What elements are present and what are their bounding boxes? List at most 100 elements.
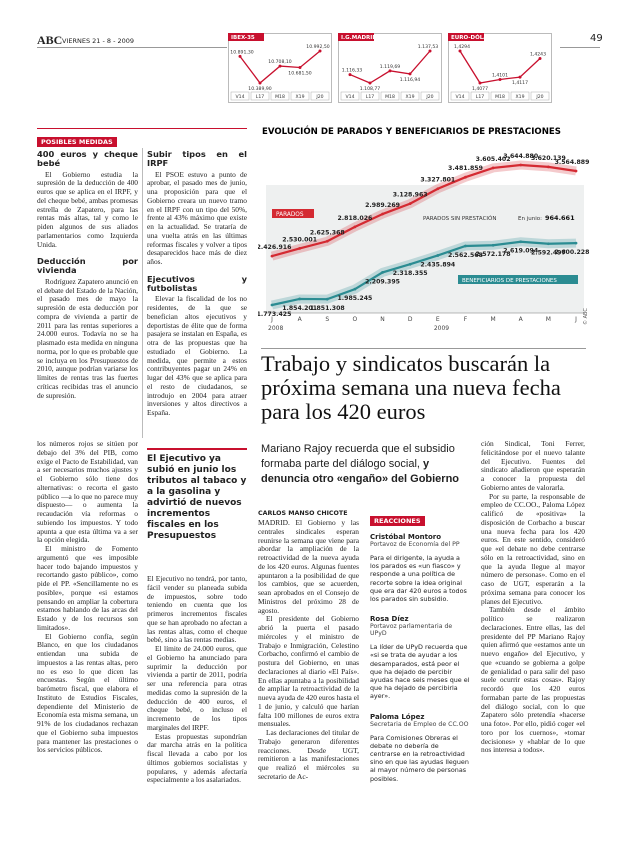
data-point bbox=[574, 169, 578, 173]
data-point bbox=[464, 244, 467, 248]
market-point bbox=[368, 81, 372, 85]
data-label: 2.989.269 bbox=[365, 202, 400, 209]
sidebar-column: 400 euros y cheque bebé El Gobierno estud… bbox=[37, 150, 138, 425]
reaction-name: Rosa Díez bbox=[370, 615, 409, 624]
series-name: PARADOS bbox=[276, 212, 304, 218]
headline: Trabajo y sindicatos buscarán la próxima… bbox=[261, 351, 561, 424]
data-label: 2.592.497 bbox=[531, 250, 566, 257]
market-chart: EURO-DÓLAR 1,4294 V14 1,4077 L17 1,4101 M18 1,4… bbox=[448, 33, 552, 103]
rule bbox=[560, 47, 600, 48]
paragraph: También desde el ámbito político se real… bbox=[481, 605, 585, 755]
day-label: V14 bbox=[456, 94, 465, 100]
data-point bbox=[298, 297, 302, 301]
market-point bbox=[518, 75, 522, 79]
day-box bbox=[420, 91, 440, 101]
article-column: los números rojos se sitúen por debajo d… bbox=[37, 440, 138, 820]
series-tag bbox=[272, 209, 314, 218]
market-value: 1.119,69 bbox=[380, 64, 401, 70]
day-label: L17 bbox=[476, 94, 484, 100]
series-tag bbox=[458, 275, 578, 284]
market-value: 10.389,90 bbox=[248, 86, 271, 92]
data-point bbox=[381, 212, 384, 216]
year-label: 2008 bbox=[268, 325, 283, 332]
sidebar-label-wrap: POSIBLES MEDIDAS bbox=[37, 129, 117, 148]
day-box bbox=[340, 91, 360, 101]
day-label: M18 bbox=[495, 94, 505, 100]
data-point bbox=[353, 287, 357, 291]
paragraph: Estas propuestas supondrían dar marcha a… bbox=[147, 731, 247, 785]
subhead-bold: y denuncia otro «engaño» del Gobierno bbox=[261, 458, 460, 485]
data-label: 3.644.880 bbox=[503, 153, 539, 160]
reaction-role: Portavoz de Economía del PP bbox=[370, 541, 460, 548]
data-label: 3.481.859 bbox=[448, 165, 483, 172]
reaction: Paloma López Secretaria de Empleo de CC.O… bbox=[370, 713, 470, 783]
paragraph: Por su parte, la responsable de empleo d… bbox=[481, 491, 585, 606]
day-label: X19 bbox=[516, 94, 525, 100]
day-box bbox=[510, 91, 530, 101]
date: VIERNES 21 - 8 - 2009 bbox=[62, 37, 135, 45]
paragraph: MADRID. El Gobierno y las centrales sind… bbox=[258, 519, 359, 615]
year-label: 2009 bbox=[434, 325, 449, 332]
x-tick-label: A bbox=[298, 316, 303, 323]
day-box bbox=[530, 91, 550, 101]
data-point bbox=[464, 175, 467, 179]
data-label: 2.818.026 bbox=[337, 215, 372, 222]
data-point bbox=[491, 166, 495, 170]
market-name: EURO-DÓLAR bbox=[451, 34, 493, 41]
market-chart: I.G.MADRID 1.116,33 V14 1.108,77 L17 1.119,69… bbox=[338, 33, 442, 103]
day-box bbox=[310, 91, 330, 101]
data-label: 1.773.425 bbox=[258, 311, 291, 318]
x-tick-label: M bbox=[546, 316, 551, 323]
highlight: El Ejecutivo ya subió en junio los tribu… bbox=[147, 454, 247, 541]
data-label: 2.426.916 bbox=[258, 244, 291, 251]
day-label: J20 bbox=[425, 94, 433, 100]
market-value: 1,4101 bbox=[492, 72, 508, 78]
market-value: 1.137,53 bbox=[418, 44, 439, 50]
market-value: 1,4294 bbox=[454, 44, 470, 50]
market-value: 10.681,50 bbox=[288, 71, 311, 77]
subhead: Mariano Rajoy recuerda que el subsidio f… bbox=[261, 442, 461, 487]
day-box bbox=[490, 91, 510, 101]
market-point bbox=[258, 81, 262, 85]
paragraph: El Gobierno confía, según Blanco, en que… bbox=[37, 631, 138, 755]
data-point bbox=[436, 187, 440, 191]
paragraph: Las declaraciones del titular de Trabajo… bbox=[258, 728, 359, 781]
data-point bbox=[519, 163, 523, 167]
day-box bbox=[230, 91, 250, 101]
section-title: Ejecutivos y futbolistas bbox=[147, 273, 247, 293]
market-value: 1.108,77 bbox=[360, 86, 381, 92]
chart: EVOLUCIÓN DE PARADOS Y BENEFICIARIOS DE … bbox=[258, 125, 589, 332]
reactions-label: REACCIONES bbox=[370, 516, 425, 526]
day-box bbox=[290, 91, 310, 101]
market-point bbox=[408, 72, 412, 76]
market-frame bbox=[338, 33, 442, 103]
data-point bbox=[270, 303, 274, 307]
day-box bbox=[450, 91, 470, 101]
market-value: 1.116,33 bbox=[342, 68, 363, 74]
market-point bbox=[348, 73, 352, 77]
reaction-text: Para el dirigente, la ayuda a los parado… bbox=[370, 554, 467, 604]
data-point bbox=[436, 254, 440, 257]
source: © ABC bbox=[582, 308, 589, 325]
subhead-text: Mariano Rajoy recuerda que el subsidio f… bbox=[261, 443, 455, 470]
x-tick-label: D bbox=[408, 316, 413, 323]
reaction-text: La líder de UPyD recuerda que «si se tra… bbox=[370, 643, 470, 701]
data-label: 1.851.308 bbox=[310, 305, 345, 312]
reaction-name: Paloma López bbox=[370, 712, 425, 721]
market-frame bbox=[448, 33, 552, 103]
market-point bbox=[458, 49, 462, 53]
x-tick-label: M bbox=[490, 316, 495, 323]
paragraph: los números rojos se sitúen por debajo d… bbox=[37, 440, 138, 545]
paragraph: ción Sindical, Toni Ferrer, felicitándos… bbox=[481, 440, 585, 492]
data-label: 2.619.094 bbox=[503, 248, 539, 255]
data-label: 2.318.355 bbox=[393, 270, 428, 277]
series-line bbox=[271, 163, 577, 258]
x-tick-label: S bbox=[325, 316, 329, 323]
x-tick-label: O bbox=[353, 316, 358, 323]
data-label: 2.625.368 bbox=[310, 229, 345, 236]
day-label: J20 bbox=[315, 94, 323, 100]
data-point bbox=[353, 225, 357, 229]
day-label: M18 bbox=[385, 94, 395, 100]
